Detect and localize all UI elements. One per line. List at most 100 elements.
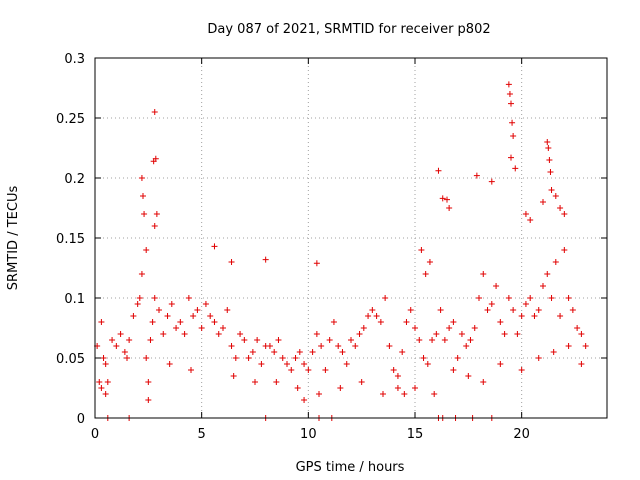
data-point (164, 313, 171, 319)
data-point (467, 337, 474, 343)
data-point (252, 379, 258, 385)
data-point (102, 361, 109, 367)
data-point (202, 301, 209, 307)
data-point (166, 361, 173, 367)
axis-ticks: 0 5 10 15 20 0 0.05 0.1 0.15 0.2 0.25 0.3 (56, 52, 607, 442)
data-point (569, 307, 576, 313)
data-point (446, 205, 453, 211)
data-point (198, 325, 205, 331)
data-point (535, 355, 542, 361)
data-point (177, 319, 184, 325)
data-point (147, 337, 154, 343)
data-point (151, 223, 158, 229)
data-point (522, 301, 529, 307)
data-point (401, 391, 408, 397)
data-point (424, 361, 431, 367)
data-point (450, 367, 457, 373)
data-point (313, 260, 320, 267)
data-point (561, 247, 568, 253)
data-point (545, 145, 552, 151)
data-point (433, 331, 440, 337)
data-point (548, 187, 555, 193)
data-point (273, 379, 280, 385)
data-point (100, 355, 107, 361)
data-point (156, 307, 162, 313)
data-point (394, 373, 401, 379)
data-point (373, 313, 380, 319)
data-point (508, 100, 514, 107)
data-point (446, 325, 453, 331)
data-point (412, 385, 418, 391)
data-point (369, 307, 376, 313)
data-point (582, 343, 589, 349)
data-point (194, 307, 201, 313)
data-point (313, 331, 320, 337)
data-point (377, 319, 384, 325)
data-point (531, 313, 538, 319)
data-point (185, 295, 192, 301)
data-point (382, 295, 389, 301)
data-point (574, 325, 581, 331)
data-point (416, 337, 423, 343)
data-point (505, 81, 512, 88)
data-point (271, 349, 278, 355)
y-tick-label: 0 (77, 412, 85, 427)
data-point (540, 199, 546, 205)
data-point (497, 319, 504, 325)
data-point (301, 361, 308, 367)
data-point (509, 119, 516, 126)
data-point (292, 355, 299, 361)
data-point (484, 307, 491, 313)
x-tick-label: 15 (407, 427, 424, 442)
y-tick-label: 0.1 (64, 292, 85, 307)
data-point (535, 307, 542, 313)
data-point (546, 157, 553, 163)
data-point (153, 211, 160, 217)
data-point (505, 295, 512, 301)
data-point (237, 331, 244, 337)
data-point (394, 385, 401, 391)
data-point (145, 397, 152, 403)
y-axis-label: SRMTID / TECUs (6, 186, 21, 291)
data-point (337, 385, 344, 391)
data-point (431, 391, 438, 397)
y-tick-label: 0.15 (56, 232, 85, 247)
data-point (356, 331, 363, 337)
data-point (510, 133, 517, 139)
data-point (518, 313, 525, 319)
data-point (390, 367, 397, 373)
data-point (508, 154, 514, 161)
data-point (301, 397, 308, 403)
data-point (501, 331, 508, 337)
data-point (151, 295, 158, 301)
data-point (544, 271, 551, 277)
data-point (471, 325, 478, 331)
data-point (266, 343, 273, 349)
data-point (527, 217, 534, 223)
data-point (181, 331, 188, 337)
data-point (565, 295, 572, 301)
data-point (540, 283, 546, 289)
data-point (450, 319, 457, 325)
data-point (429, 337, 436, 343)
data-point (117, 331, 124, 337)
data-point (305, 367, 312, 373)
data-point (420, 355, 427, 361)
data-point (463, 343, 470, 349)
data-point (578, 361, 585, 367)
data-point (335, 343, 342, 349)
data-point (241, 337, 248, 343)
data-point (309, 349, 316, 355)
data-point (150, 158, 157, 165)
x-tick-label: 20 (513, 427, 530, 442)
data-point (102, 391, 109, 397)
data-point (149, 319, 156, 325)
data-point (403, 319, 410, 325)
data-point (407, 307, 414, 313)
data-point (458, 331, 465, 337)
data-point (358, 379, 365, 385)
data-point (548, 295, 555, 301)
data-point (444, 196, 450, 203)
